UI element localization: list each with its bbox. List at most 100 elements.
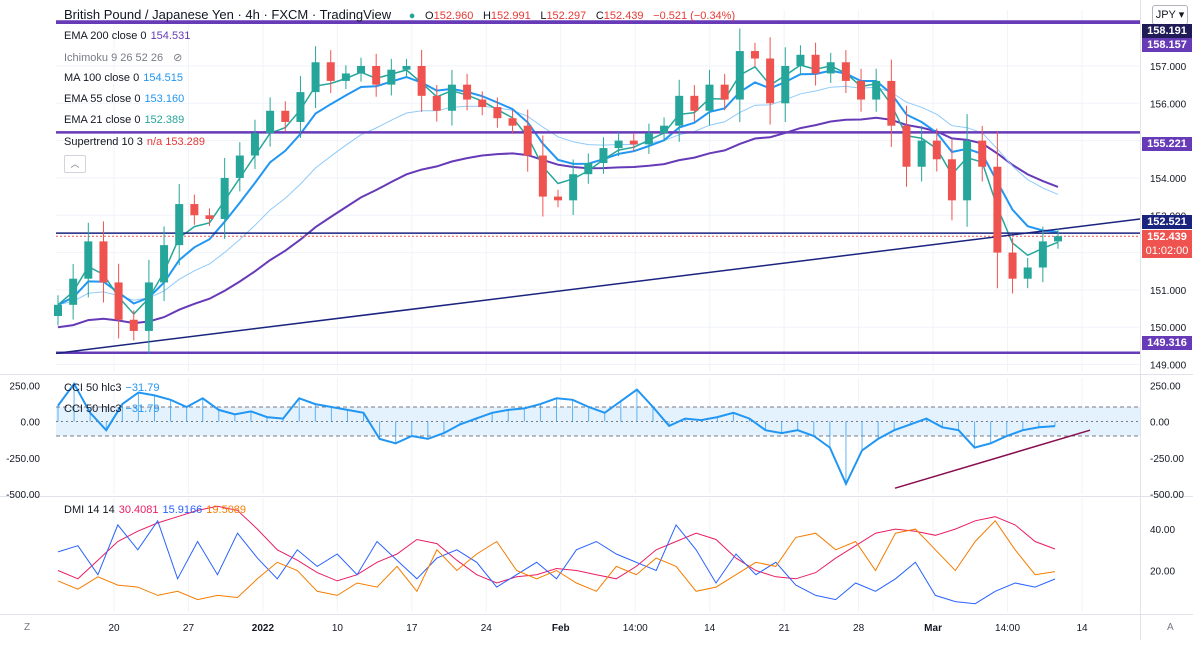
candle-body [99, 241, 108, 283]
price-tag-158157: 158.157 [1142, 38, 1192, 52]
price-tag-149316: 149.316 [1142, 336, 1192, 350]
timezone-button[interactable]: Z [24, 622, 31, 633]
price-tick-label: 149.000 [1150, 361, 1187, 372]
time-tick-label: 24 [481, 623, 493, 634]
candle-body [205, 215, 214, 219]
candle-body [538, 155, 547, 197]
cci-tick-label-left: -250.00 [6, 454, 40, 465]
cci-legend-value-2: −31.79 [125, 403, 160, 415]
candle-body [432, 95, 441, 111]
time-tick-label: 17 [406, 623, 418, 634]
candle-body [841, 62, 850, 81]
candle-body [508, 118, 517, 126]
candle-body [857, 80, 866, 100]
ohlc-low-label: L [540, 10, 547, 22]
candle-body [629, 140, 638, 145]
candle-body [160, 245, 169, 283]
cci-tick-label: 250.00 [1150, 381, 1181, 392]
price-tag-158191: 158.191 [1142, 24, 1192, 38]
cci-tick-label: -500.00 [1150, 490, 1184, 501]
candle-body [341, 73, 350, 81]
price-tag-152521: 152.521 [1142, 215, 1192, 229]
price-tick-label: 150.000 [1150, 323, 1187, 334]
auto-scale-button[interactable]: A [1167, 622, 1174, 633]
legend-ema55[interactable]: EMA 55 close 0 153.160 [64, 93, 184, 105]
dmi-adx-value: 30.4081 [118, 504, 159, 516]
ohlc-high-label: H [482, 10, 491, 22]
candle-body [1023, 267, 1032, 279]
legend-value: 153.160 [144, 93, 185, 105]
candle-body [493, 107, 502, 119]
ohlc-close: 152.439 [603, 10, 644, 22]
legend-ma100[interactable]: MA 100 close 0 154.515 [64, 72, 183, 84]
legend-value: 152.389 [144, 114, 185, 126]
candle-body [917, 140, 926, 167]
legend-name: EMA 200 close 0 [64, 30, 147, 42]
cci-tick-label-left: -500.00 [6, 490, 40, 501]
candle-body [902, 125, 911, 167]
candle-body [311, 62, 320, 93]
candle-body [69, 278, 78, 305]
candle-body [357, 65, 366, 74]
candle-body [235, 155, 244, 178]
legend-ema200[interactable]: EMA 200 close 0 154.531 [64, 30, 190, 42]
ohlc-high: 152.991 [490, 10, 531, 22]
candle-body [660, 125, 669, 134]
dmi-adx-line [57, 505, 1056, 584]
candle-body [281, 110, 290, 122]
hidden-eye-icon[interactable]: ⊘ [173, 52, 183, 64]
time-tick-label: 14:00 [623, 623, 648, 634]
time-tick-label: 20 [108, 623, 120, 634]
candle-body [887, 80, 896, 126]
live-dot: ● [408, 10, 416, 22]
candle-body [1008, 252, 1017, 279]
symbol-header: British Pound / Japanese Yen · 4h · FXCM… [64, 7, 735, 22]
candle-body [963, 140, 972, 201]
candle-body [554, 196, 562, 201]
candle-body [447, 84, 456, 111]
candle-body [811, 54, 820, 74]
time-tick-label: 14:00 [995, 623, 1020, 634]
price-tick-label: 157.000 [1150, 62, 1187, 73]
candle-body [690, 95, 699, 111]
legend-ichimoku[interactable]: Ichimoku 9 26 52 26 ⊘ [64, 51, 182, 64]
price-tick-label: 151.000 [1150, 286, 1187, 297]
candle-body [387, 69, 396, 85]
dmi-plus-value: 15.9166 [162, 504, 203, 516]
legend-name: EMA 21 close 0 [64, 114, 141, 126]
candle-body [584, 163, 593, 175]
candle-body [417, 65, 426, 96]
candle-body [781, 65, 790, 104]
symbol-title: British Pound / Japanese Yen · 4h · FXCM… [64, 7, 392, 22]
legend-value: 154.531 [150, 30, 191, 42]
candle-body [114, 282, 123, 320]
legend-ema21[interactable]: EMA 21 close 0 152.389 [64, 114, 184, 126]
cci-legend[interactable]: CCI 50 hlc3 −31.79 [64, 382, 159, 394]
legend-name: MA 100 close 0 [64, 72, 140, 84]
currency-label: JPY [1155, 9, 1176, 21]
ema55-line [57, 69, 1059, 306]
candle-body [796, 54, 805, 66]
candle-body [599, 148, 608, 164]
dmi-legend[interactable]: DMI 14 14 30.4081 15.9166 19.5089 [64, 504, 246, 516]
time-tick-label: Mar [924, 623, 942, 634]
price-tick-label: 154.000 [1150, 174, 1187, 185]
cci-legend-value: −31.79 [125, 382, 160, 394]
legend-name: Ichimoku 9 26 52 26 [64, 52, 164, 64]
ohlc-low: 152.297 [546, 10, 587, 22]
candle-body [614, 140, 623, 149]
candle-body [220, 177, 229, 219]
legend-supertrend[interactable]: Supertrend 10 3 n/a 153.289 [64, 136, 205, 148]
cci-line [57, 381, 1056, 487]
legend-collapse-button[interactable]: ︿ [64, 155, 86, 173]
candle-body [705, 84, 714, 111]
candle-body [523, 125, 532, 156]
ohlc-change: −0.521 (−0.34%) [653, 10, 736, 22]
candle-body [326, 62, 335, 81]
currency-selector[interactable]: JPY ▾ [1152, 5, 1188, 25]
cci-tick-label: 0.00 [1150, 418, 1170, 429]
candle-body [675, 95, 684, 126]
candle-body [993, 166, 1002, 253]
